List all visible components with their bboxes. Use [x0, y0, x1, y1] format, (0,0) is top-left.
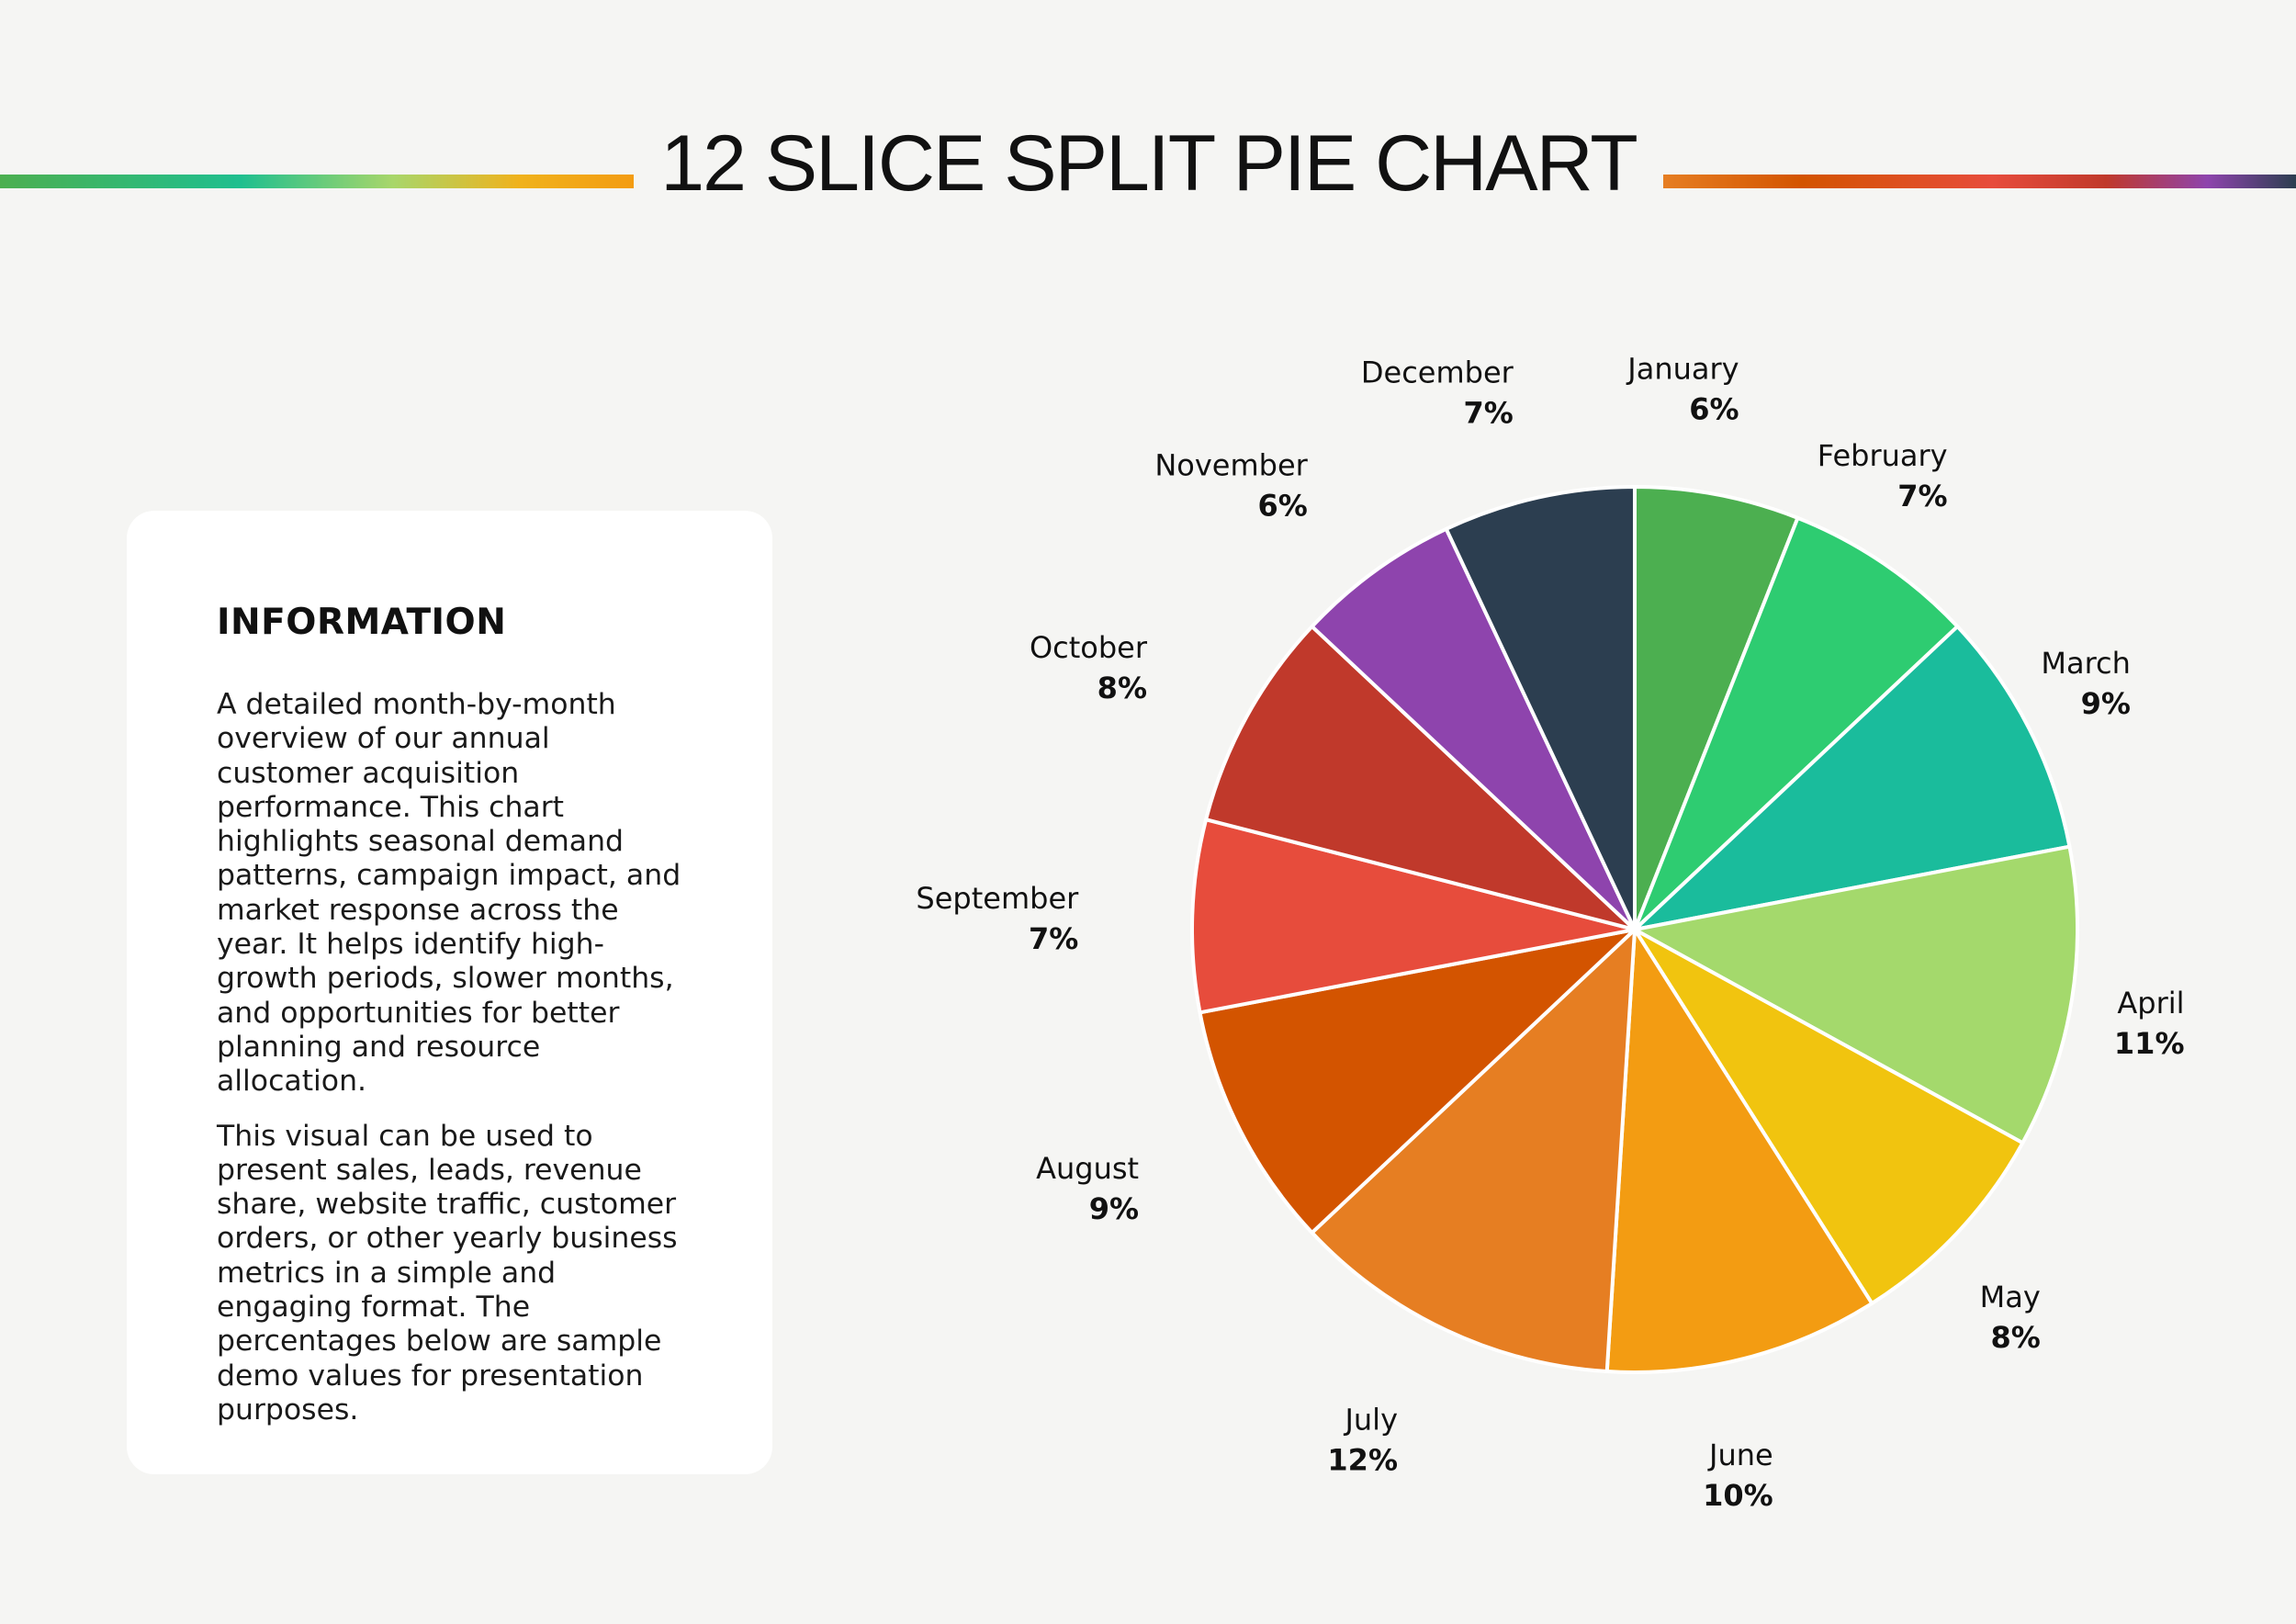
information-card: INFORMATION A detailed month-by-month ov…: [127, 511, 772, 1474]
slice-value-january: 6%: [1689, 392, 1739, 427]
slice-label-march: March: [2041, 646, 2131, 681]
slice-label-february: February: [1818, 438, 1948, 473]
slice-label-june: June: [1707, 1438, 1773, 1472]
header-gradient-line-left: [0, 175, 634, 188]
pie-slice-april: [1633, 844, 2079, 1145]
pie-slice-september: [1190, 818, 1637, 1015]
pie-slice-february: [1633, 515, 1960, 931]
pie-slice-august: [1198, 928, 1637, 1235]
information-paragraph-2: This visual can be used to present sales…: [217, 1119, 678, 1427]
slice-label-april: April: [2117, 986, 2184, 1021]
slice-label-august: August: [1036, 1151, 1139, 1186]
slice-value-august: 9%: [1089, 1191, 1139, 1226]
pie-slice-march: [1633, 625, 2072, 931]
slice-value-october: 8%: [1097, 671, 1147, 705]
information-heading: INFORMATION: [217, 602, 507, 643]
slice-value-april: 11%: [2114, 1026, 2185, 1061]
slice-value-september: 7%: [1029, 921, 1078, 956]
information-paragraph-1: A detailed month-by-month overview of ou…: [217, 688, 681, 1099]
slice-value-june: 10%: [1703, 1478, 1773, 1513]
slice-label-july: July: [1343, 1402, 1398, 1437]
slice-label-september: September: [916, 881, 1079, 916]
slice-label-november: November: [1154, 448, 1308, 483]
slice-label-january: January: [1626, 352, 1739, 387]
slice-label-october: October: [1030, 630, 1148, 665]
slice-value-december: 7%: [1463, 396, 1513, 431]
pie-slice-november: [1310, 526, 1637, 931]
pie-slices: [1190, 485, 2079, 1374]
header-gradient-line-right: [1663, 175, 2296, 188]
slice-value-july: 12%: [1327, 1442, 1398, 1477]
slice-value-march: 9%: [2081, 686, 2131, 721]
pie-slice-october: [1204, 625, 1637, 931]
pie-slice-january: [1633, 485, 1800, 931]
slice-label-december: December: [1361, 355, 1514, 390]
pie-slice-june: [1604, 928, 1874, 1374]
slice-value-may: 8%: [1990, 1320, 2040, 1355]
pie-labels: January 6% February 7% March 9% April 11% May 8% J…: [916, 352, 2184, 1513]
slice-value-february: 7%: [1897, 479, 1947, 513]
pie-slice-may: [1633, 928, 2025, 1305]
pie-slice-december: [1444, 485, 1637, 931]
slice-value-november: 6%: [1257, 489, 1307, 524]
page-title: 12 SLICE SPLIT PIE CHART: [660, 119, 1638, 208]
pie-slice-july: [1310, 928, 1637, 1374]
slice-label-may: May: [1980, 1280, 2041, 1314]
